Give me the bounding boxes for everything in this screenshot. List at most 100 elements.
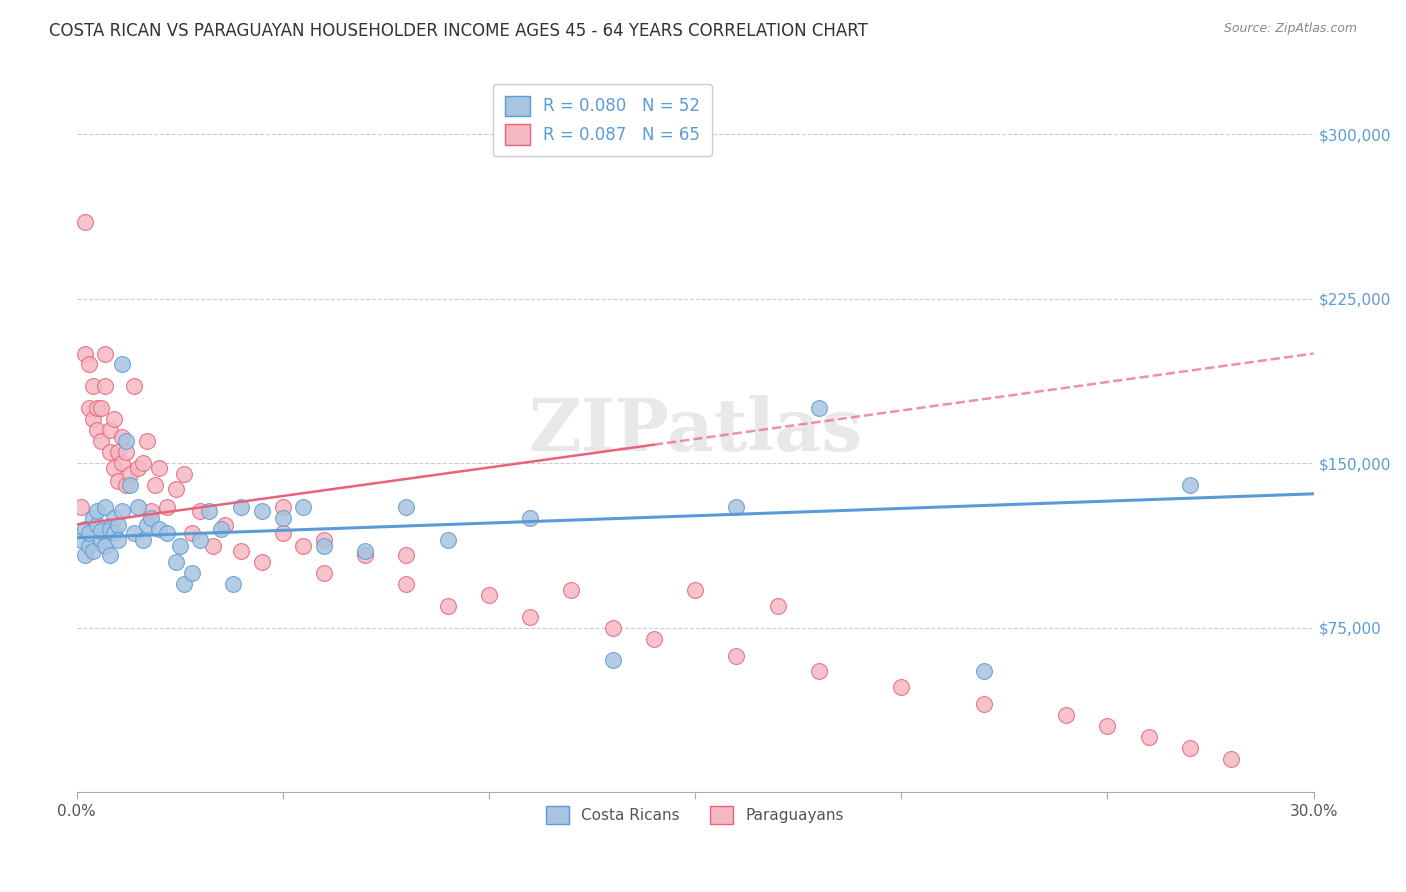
Point (156, 500, 179, 514)
Point (77, 540, 100, 554)
Point (127, 500, 149, 514)
Point (231, 544, 253, 558)
Point (1220, 752, 1243, 766)
Point (139, 511, 162, 525)
Point (73, 215, 96, 229)
Point (103, 412, 125, 426)
Point (77, 358, 100, 372)
Point (98, 423, 121, 437)
Point (115, 434, 138, 449)
Point (312, 533, 335, 547)
Point (181, 566, 204, 580)
Point (94, 379, 117, 393)
Text: Source: ZipAtlas.com: Source: ZipAtlas.com (1223, 22, 1357, 36)
Point (209, 522, 232, 536)
Point (103, 511, 125, 525)
Point (1178, 478, 1201, 492)
Point (148, 460, 170, 475)
Point (602, 621, 624, 635)
Point (271, 511, 294, 525)
Point (90, 533, 112, 547)
Point (98, 445, 121, 459)
Point (69, 533, 91, 547)
Point (107, 533, 129, 547)
Point (973, 698, 995, 712)
Point (188, 504, 211, 518)
Point (77, 401, 100, 416)
Point (107, 445, 129, 459)
Point (292, 540, 315, 554)
Point (69, 500, 91, 514)
Point (807, 401, 830, 416)
Point (77, 526, 100, 541)
Point (111, 358, 134, 372)
Point (115, 478, 138, 492)
Point (107, 474, 129, 488)
Point (725, 648, 748, 663)
Point (201, 540, 224, 554)
Point (156, 526, 179, 541)
Point (165, 555, 187, 569)
Point (292, 500, 315, 514)
Point (231, 500, 253, 514)
Point (103, 460, 125, 475)
Point (124, 526, 146, 541)
Point (271, 500, 294, 514)
Point (94, 346, 117, 360)
Point (173, 576, 195, 591)
Point (111, 504, 134, 518)
Point (139, 504, 162, 518)
Point (73, 522, 96, 536)
Point (197, 504, 219, 518)
Point (683, 583, 706, 598)
Point (890, 680, 912, 694)
Point (111, 456, 134, 470)
Point (1054, 708, 1077, 723)
Point (143, 478, 166, 492)
Point (131, 456, 153, 470)
Point (436, 533, 458, 547)
Text: ZIPatlas: ZIPatlas (529, 395, 862, 466)
Point (131, 533, 153, 547)
Point (103, 526, 125, 541)
Point (120, 478, 142, 492)
Point (98, 548, 121, 562)
Point (120, 467, 142, 481)
Point (115, 445, 138, 459)
Point (312, 540, 335, 554)
Point (82, 412, 104, 426)
Point (602, 653, 624, 667)
Point (94, 540, 117, 554)
Point (90, 401, 112, 416)
Point (111, 430, 134, 444)
Point (188, 533, 211, 547)
Point (94, 500, 117, 514)
Point (222, 576, 245, 591)
Point (73, 346, 96, 360)
Point (395, 576, 418, 591)
Point (354, 548, 377, 562)
Point (271, 526, 294, 541)
Point (1137, 730, 1160, 744)
Point (643, 632, 665, 646)
Point (127, 460, 149, 475)
Point (766, 599, 789, 613)
Point (973, 665, 995, 679)
Point (86, 517, 108, 532)
Point (165, 483, 187, 497)
Point (86, 423, 108, 437)
Point (395, 548, 418, 562)
Point (98, 522, 121, 536)
Point (148, 522, 170, 536)
Point (250, 504, 273, 518)
Point (173, 467, 195, 481)
Text: COSTA RICAN VS PARAGUAYAN HOUSEHOLDER INCOME AGES 45 - 64 YEARS CORRELATION CHAR: COSTA RICAN VS PARAGUAYAN HOUSEHOLDER IN… (49, 22, 868, 40)
Legend: Costa Ricans, Paraguayans: Costa Ricans, Paraguayans (536, 795, 855, 835)
Point (807, 665, 830, 679)
Point (181, 526, 204, 541)
Point (169, 540, 191, 554)
Point (1178, 741, 1201, 756)
Point (478, 588, 501, 602)
Point (82, 511, 104, 525)
Point (725, 500, 748, 514)
